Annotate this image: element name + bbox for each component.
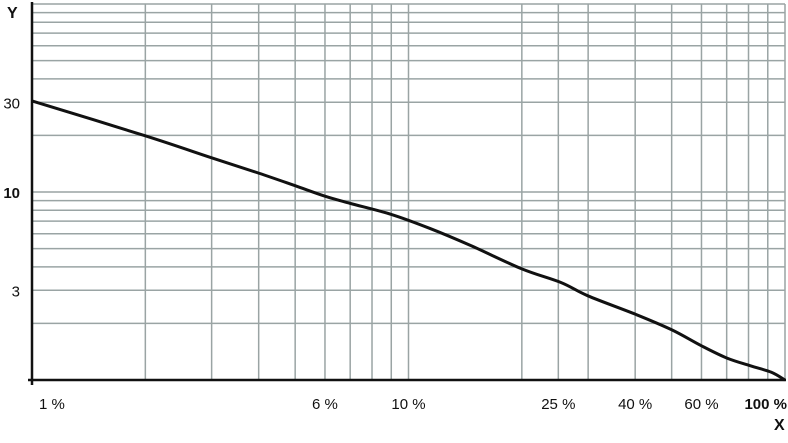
- x-axis-label: X: [774, 417, 785, 434]
- y-tick-label: 10: [3, 185, 20, 202]
- y-tick-label: 3: [12, 283, 20, 300]
- axes: [28, 2, 786, 385]
- x-tick-label: 10 %: [391, 396, 425, 413]
- tick-labels: 1 % 6 % 10 % 25 % 40 % 60 % 100 % 3 10 30: [3, 95, 787, 413]
- x-tick-label: 25 %: [541, 396, 575, 413]
- x-tick-label: 6 %: [312, 396, 338, 413]
- x-tick-label: 40 %: [618, 396, 652, 413]
- series-line: [31, 99, 786, 382]
- y-axis-label: Y: [7, 5, 18, 22]
- x-tick-label: 1 %: [39, 396, 65, 413]
- x-tick-label: 60 %: [684, 396, 718, 413]
- grid-lines: [32, 3, 786, 380]
- x-tick-label: 100 %: [744, 396, 787, 413]
- y-tick-label: 30: [3, 95, 20, 112]
